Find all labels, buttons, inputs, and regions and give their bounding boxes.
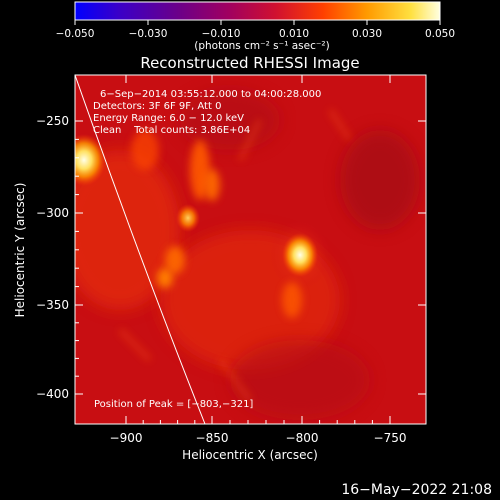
info-line-clean: Clean Total counts: 3.86E+04 <box>93 125 250 136</box>
timestamp: 16−May−2022 21:08 <box>341 482 492 498</box>
x-tick-label: −800 <box>286 431 319 445</box>
colorbar-units-label: (photons cm⁻² s⁻¹ asec⁻²) <box>194 40 329 52</box>
colorbar-tick-label: −0.030 <box>129 28 168 40</box>
x-axis-ticks: −900 −850 −800 −750 <box>110 75 407 445</box>
y-tick-label: −400 <box>36 387 69 401</box>
solar-limb-line <box>75 75 206 424</box>
y-tick-label: −300 <box>36 206 69 220</box>
x-tick-label: −850 <box>196 431 229 445</box>
colorbar-tick-label: −0.010 <box>202 28 241 40</box>
x-tick-label: −750 <box>374 431 407 445</box>
y-tick-label: −250 <box>36 114 69 128</box>
info-line-energy: Energy Range: 6.0 − 12.0 keV <box>93 113 244 124</box>
y-axis-ticks: −250 −300 −350 −400 <box>36 114 426 401</box>
y-tick-label: −350 <box>36 298 69 312</box>
colorbar-ticks: −0.050 −0.030 −0.010 0.010 0.030 0.050 <box>56 20 455 40</box>
y-axis-label: Heliocentric Y (arcsec) <box>13 183 27 318</box>
colorbar: −0.050 −0.030 −0.010 0.010 0.030 0.050 (photo… <box>56 1 455 52</box>
colorbar-tick-label: −0.050 <box>56 28 95 40</box>
colorbar-tick-label: 0.010 <box>279 28 309 40</box>
x-axis-label: Heliocentric X (arcsec) <box>182 448 318 462</box>
colorbar-gradient <box>74 1 441 21</box>
info-annotations: 6−Sep−2014 03:55:12.000 to 04:00:28.000 … <box>93 89 321 410</box>
info-line-time: 6−Sep−2014 03:55:12.000 to 04:00:28.000 <box>100 89 321 100</box>
peak-position-label: Position of Peak = [−803,−321] <box>94 399 253 410</box>
x-tick-label: −900 <box>110 431 143 445</box>
colorbar-tick-label: 0.030 <box>352 28 382 40</box>
info-line-detectors: Detectors: 3F 6F 9F, Att 0 <box>93 101 221 112</box>
colorbar-tick-label: 0.050 <box>425 28 455 40</box>
image-title: Reconstructed RHESSI Image <box>140 54 359 72</box>
rhessi-image: −900 −850 −800 −750 −250 −300 −350 −400 6−Sep−… <box>36 74 427 445</box>
image-emission <box>75 75 420 424</box>
